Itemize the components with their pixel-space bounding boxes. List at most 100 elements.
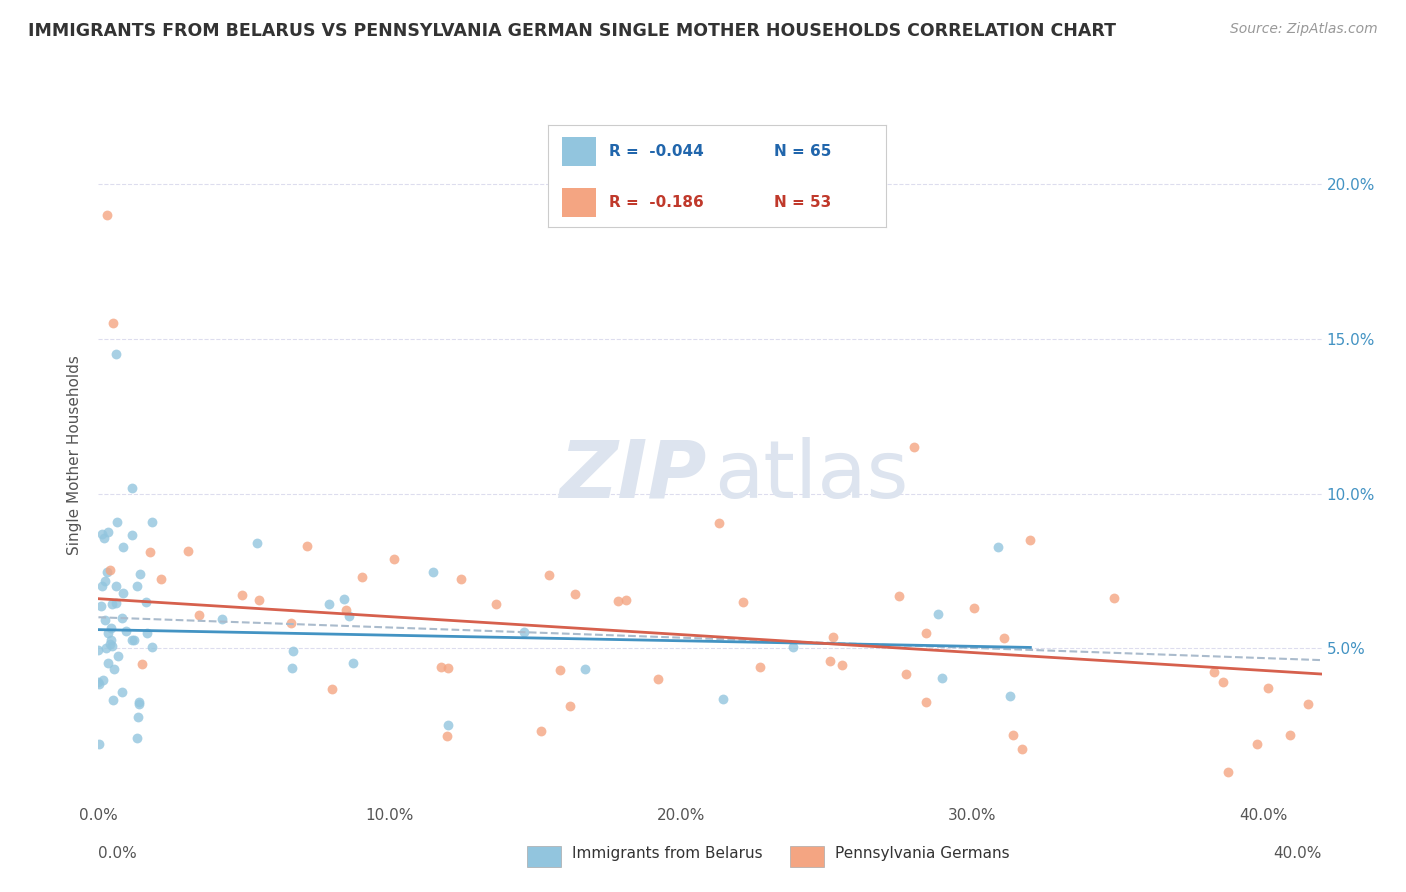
Text: Immigrants from Belarus: Immigrants from Belarus bbox=[572, 847, 762, 861]
Text: N = 65: N = 65 bbox=[775, 144, 832, 159]
Point bbox=[1278, 728, 1301, 742]
Point bbox=[513, 625, 536, 640]
Point bbox=[141, 515, 163, 529]
Point bbox=[125, 579, 148, 593]
Point bbox=[103, 662, 125, 676]
Point bbox=[188, 607, 211, 622]
Point bbox=[91, 673, 114, 687]
Text: Source: ZipAtlas.com: Source: ZipAtlas.com bbox=[1230, 22, 1378, 37]
Point bbox=[422, 565, 444, 579]
Point bbox=[915, 696, 938, 710]
Point bbox=[101, 639, 124, 653]
Point bbox=[731, 595, 754, 609]
Point bbox=[87, 674, 110, 689]
Point bbox=[711, 691, 734, 706]
Point bbox=[560, 698, 582, 713]
Bar bbox=[790, 846, 824, 867]
Point bbox=[335, 603, 357, 617]
Point bbox=[121, 632, 143, 647]
Point bbox=[820, 654, 842, 668]
Point bbox=[321, 682, 343, 697]
Point bbox=[450, 572, 472, 586]
Point bbox=[782, 640, 804, 655]
Point bbox=[1202, 665, 1225, 679]
Point bbox=[614, 592, 637, 607]
Point bbox=[987, 540, 1010, 554]
Point bbox=[111, 540, 134, 554]
Point bbox=[1216, 764, 1239, 779]
Point bbox=[281, 661, 304, 675]
Point bbox=[821, 630, 844, 644]
Text: ZIP: ZIP bbox=[560, 437, 706, 515]
Point bbox=[125, 731, 148, 745]
Point bbox=[135, 595, 157, 609]
Point bbox=[530, 723, 553, 738]
Point bbox=[97, 525, 120, 540]
Point bbox=[962, 600, 984, 615]
Point bbox=[887, 589, 910, 603]
Point bbox=[998, 689, 1021, 703]
Point bbox=[485, 597, 508, 611]
Point bbox=[914, 626, 936, 640]
Bar bbox=[526, 846, 561, 867]
Point bbox=[91, 527, 114, 541]
Point bbox=[121, 481, 143, 495]
Point bbox=[246, 536, 269, 550]
Point bbox=[94, 574, 117, 589]
Point bbox=[748, 660, 770, 674]
Text: Pennsylvania Germans: Pennsylvania Germans bbox=[835, 847, 1010, 861]
Point bbox=[211, 612, 233, 626]
Point bbox=[295, 539, 318, 553]
Point bbox=[231, 588, 253, 602]
Point bbox=[100, 621, 122, 635]
Point bbox=[105, 515, 128, 529]
Point bbox=[382, 551, 405, 566]
Point bbox=[128, 695, 150, 709]
Point bbox=[896, 666, 918, 681]
Point bbox=[100, 633, 122, 648]
Point bbox=[1212, 674, 1234, 689]
Text: R =  -0.186: R = -0.186 bbox=[609, 195, 704, 211]
Point bbox=[176, 543, 198, 558]
Point bbox=[931, 671, 953, 685]
Point bbox=[141, 640, 163, 654]
Point bbox=[647, 673, 669, 687]
Point bbox=[537, 567, 560, 582]
Point bbox=[1019, 533, 1042, 547]
Point bbox=[91, 579, 114, 593]
Point bbox=[342, 656, 364, 670]
Point bbox=[430, 660, 453, 674]
Point bbox=[111, 610, 134, 624]
Point bbox=[1246, 737, 1268, 751]
Point bbox=[89, 738, 111, 752]
Point bbox=[127, 710, 149, 724]
Point bbox=[1102, 591, 1125, 605]
Point bbox=[607, 594, 630, 608]
Point bbox=[94, 640, 117, 655]
Point bbox=[104, 596, 127, 610]
Point bbox=[564, 587, 586, 601]
Point bbox=[337, 609, 360, 624]
Point bbox=[104, 579, 127, 593]
Point bbox=[98, 563, 121, 577]
Point bbox=[1296, 698, 1319, 712]
Bar bbox=[562, 188, 596, 218]
Point bbox=[101, 317, 124, 331]
Point bbox=[96, 208, 118, 222]
Point bbox=[90, 599, 112, 613]
Point bbox=[1011, 742, 1033, 756]
Point bbox=[115, 624, 138, 638]
Point bbox=[98, 637, 121, 651]
Point bbox=[97, 657, 120, 671]
Point bbox=[436, 730, 458, 744]
Point bbox=[281, 643, 304, 657]
Text: 40.0%: 40.0% bbox=[1274, 847, 1322, 861]
Point bbox=[280, 615, 302, 630]
Point bbox=[1257, 681, 1279, 695]
Point bbox=[574, 662, 596, 676]
Point bbox=[1002, 729, 1025, 743]
Bar bbox=[562, 137, 596, 166]
Point bbox=[247, 593, 270, 607]
Text: atlas: atlas bbox=[714, 437, 908, 515]
Point bbox=[149, 572, 172, 586]
